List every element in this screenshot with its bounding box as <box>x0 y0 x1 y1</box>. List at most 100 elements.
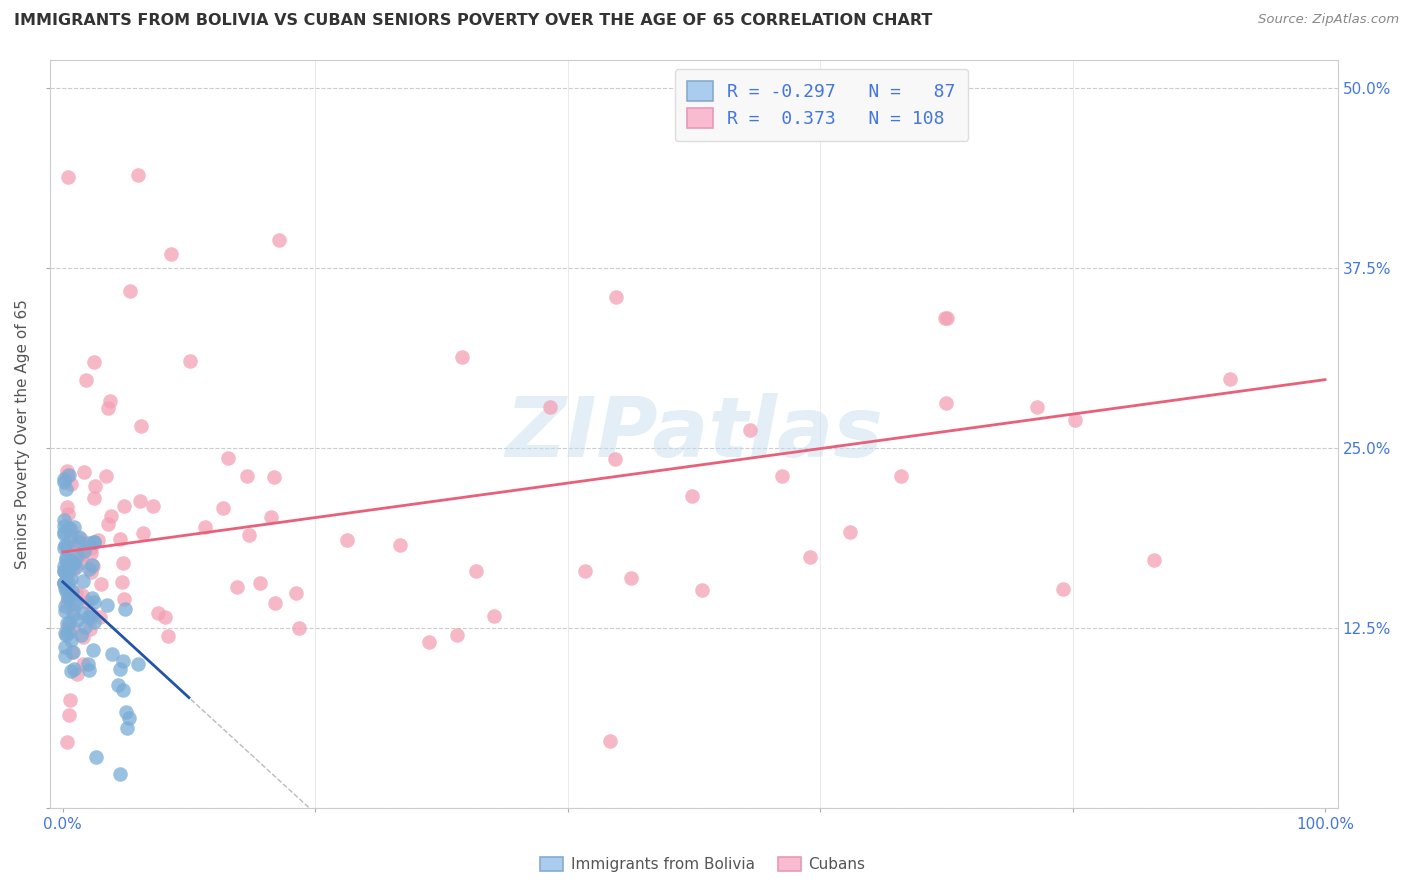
Point <box>62 621 84 635</box>
Point <box>53 558 76 573</box>
Point <box>55 621 77 635</box>
Point <box>55 482 77 496</box>
Point <box>59 693 82 707</box>
Point <box>58 563 80 577</box>
Point <box>799 550 821 565</box>
Point <box>94 468 117 483</box>
Point <box>58 707 80 722</box>
Point <box>263 470 285 484</box>
Point <box>84 479 107 493</box>
Point <box>935 395 957 409</box>
Point <box>58 521 80 535</box>
Point <box>53 513 76 527</box>
Point <box>53 582 76 596</box>
Point <box>62 563 84 577</box>
Point <box>80 565 103 579</box>
Point <box>110 532 132 546</box>
Legend: Immigrants from Bolivia, Cubans: Immigrants from Bolivia, Cubans <box>533 849 873 880</box>
Point <box>59 523 82 537</box>
Point <box>142 499 165 513</box>
Point <box>72 657 94 671</box>
Point <box>690 582 713 597</box>
Point <box>84 749 107 764</box>
Point <box>59 632 82 647</box>
Y-axis label: Seniors Poverty Over the Age of 65: Seniors Poverty Over the Age of 65 <box>15 299 30 569</box>
Point <box>574 564 596 578</box>
Point <box>77 562 100 576</box>
Point <box>77 663 100 677</box>
Point <box>194 519 217 533</box>
Point <box>225 580 247 594</box>
Point <box>114 602 136 616</box>
Point <box>217 451 239 466</box>
Point <box>90 577 112 591</box>
Point <box>1052 582 1074 596</box>
Point <box>59 553 82 567</box>
Point <box>65 560 87 574</box>
Point <box>75 620 97 634</box>
Point <box>156 629 179 643</box>
Point <box>482 609 505 624</box>
Point <box>114 705 136 719</box>
Point <box>58 615 80 630</box>
Point <box>66 549 89 563</box>
Point <box>53 575 76 590</box>
Point <box>97 516 120 531</box>
Point <box>67 535 90 549</box>
Point <box>55 735 77 749</box>
Point <box>83 534 105 549</box>
Point <box>388 538 411 552</box>
Point <box>146 606 169 620</box>
Point <box>56 591 79 605</box>
Point <box>70 556 93 570</box>
Point <box>60 645 83 659</box>
Point <box>56 590 79 604</box>
Point <box>66 666 89 681</box>
Legend: R = -0.297   N =   87, R =  0.373   N = 108: R = -0.297 N = 87, R = 0.373 N = 108 <box>675 69 969 141</box>
Point <box>56 169 79 184</box>
Point <box>53 599 76 614</box>
Point <box>59 533 82 548</box>
Point <box>934 310 956 325</box>
Point <box>73 465 96 479</box>
Point <box>55 465 77 479</box>
Point <box>59 665 82 679</box>
Point <box>620 571 643 585</box>
Point <box>53 524 76 539</box>
Point <box>1026 400 1049 414</box>
Point <box>66 613 89 627</box>
Point <box>111 575 134 590</box>
Point <box>69 628 91 642</box>
Point <box>60 476 83 491</box>
Point <box>108 662 131 676</box>
Point <box>72 631 94 645</box>
Point <box>418 635 440 649</box>
Point <box>55 550 77 565</box>
Point <box>112 556 135 570</box>
Point <box>83 354 105 368</box>
Point <box>112 500 135 514</box>
Point <box>62 645 84 659</box>
Point <box>111 655 134 669</box>
Point <box>336 533 359 548</box>
Point <box>115 721 138 735</box>
Point <box>72 606 94 620</box>
Text: IMMIGRANTS FROM BOLIVIA VS CUBAN SENIORS POVERTY OVER THE AGE OF 65 CORRELATION : IMMIGRANTS FROM BOLIVIA VS CUBAN SENIORS… <box>14 13 932 29</box>
Point <box>62 595 84 609</box>
Point <box>63 556 86 570</box>
Point <box>127 657 149 671</box>
Point <box>249 575 271 590</box>
Point <box>80 591 103 606</box>
Point <box>129 418 152 433</box>
Point <box>1143 553 1166 567</box>
Point <box>76 609 98 624</box>
Point <box>55 467 77 482</box>
Point <box>101 647 124 661</box>
Point <box>80 558 103 573</box>
Point <box>62 607 84 622</box>
Point <box>56 508 79 522</box>
Point <box>260 510 283 524</box>
Point <box>107 678 129 692</box>
Point <box>153 610 176 624</box>
Point <box>60 573 83 587</box>
